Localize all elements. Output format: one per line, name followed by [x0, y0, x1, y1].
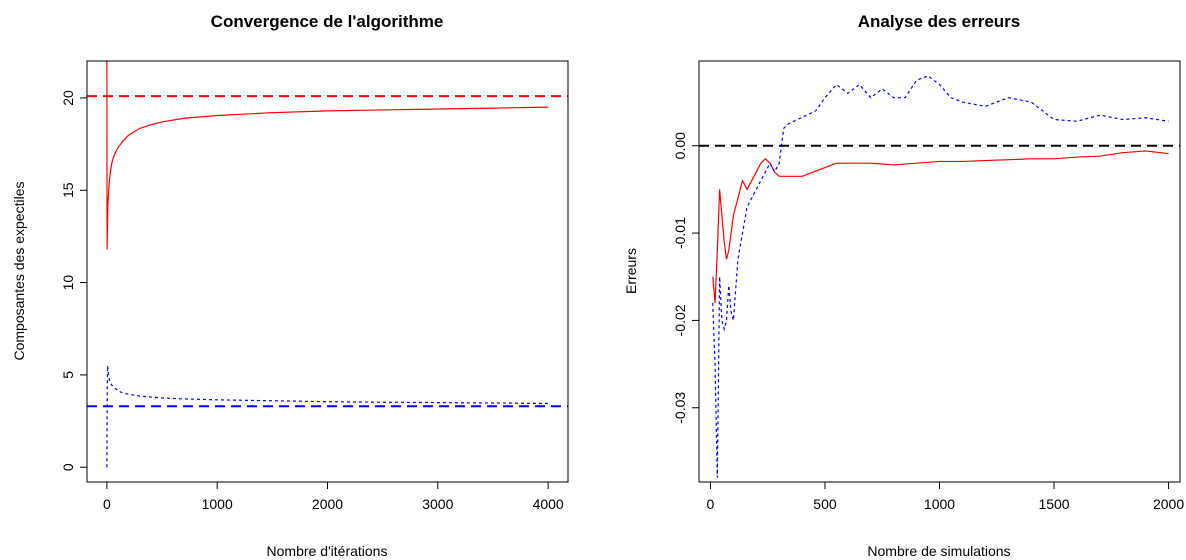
error-title: Analyse des erreurs: [858, 12, 1021, 31]
convergence-panel: Convergence de l'algorithme Nombre d'ité…: [11, 12, 569, 559]
error-panel: Analyse des erreurs Nombre de simulation…: [623, 12, 1184, 559]
convergence-x-tick-label: 3000: [422, 496, 453, 512]
error-x-tick-label: 500: [813, 496, 837, 512]
convergence-x-tick-label: 4000: [533, 496, 564, 512]
error-ticks: 0 500 1000 1500 2000 0.00 -0.01 -0.02 -0.03: [672, 132, 1184, 512]
convergence-y-tick-label: 10: [60, 275, 76, 291]
error-x-tick-label: 0: [707, 496, 715, 512]
convergence-reference-lines: [87, 95, 568, 408]
convergence-series: [106, 60, 549, 468]
convergence-y-tick-label: 15: [60, 182, 76, 198]
convergence-x-tick-label: 0: [103, 496, 111, 512]
convergence-ticks: 0 1000 2000 3000 4000 0 5 10 15 20: [60, 90, 564, 512]
error-y-tick-label: -0.02: [672, 304, 688, 336]
convergence-x-tick-label: 1000: [202, 496, 233, 512]
error-series-line: [712, 150, 1169, 303]
error-y-tick-label: -0.01: [672, 217, 688, 249]
error-y-tick-label: -0.03: [672, 392, 688, 424]
convergence-series-line: [106, 60, 549, 250]
error-y-axis-label: Erreurs: [623, 248, 639, 294]
error-x-axis-label: Nombre de simulations: [867, 543, 1010, 559]
error-series: [712, 75, 1169, 478]
convergence-y-axis-label: Composantes des expectiles: [11, 182, 27, 361]
convergence-series-line: [106, 365, 549, 468]
error-x-tick-label: 1500: [1038, 496, 1069, 512]
convergence-x-axis-label: Nombre d'itérations: [267, 543, 388, 559]
convergence-title: Convergence de l'algorithme: [211, 12, 444, 31]
convergence-y-tick-label: 5: [60, 371, 76, 379]
convergence-y-tick-label: 0: [60, 463, 76, 471]
error-x-tick-label: 2000: [1153, 496, 1184, 512]
error-x-tick-label: 1000: [924, 496, 955, 512]
error-series-line: [712, 75, 1169, 478]
convergence-x-tick-label: 2000: [312, 496, 343, 512]
convergence-y-tick-label: 20: [60, 90, 76, 106]
error-y-tick-label: 0.00: [672, 132, 688, 159]
error-plot-frame: [698, 60, 1181, 483]
convergence-plot-frame: [86, 60, 569, 483]
